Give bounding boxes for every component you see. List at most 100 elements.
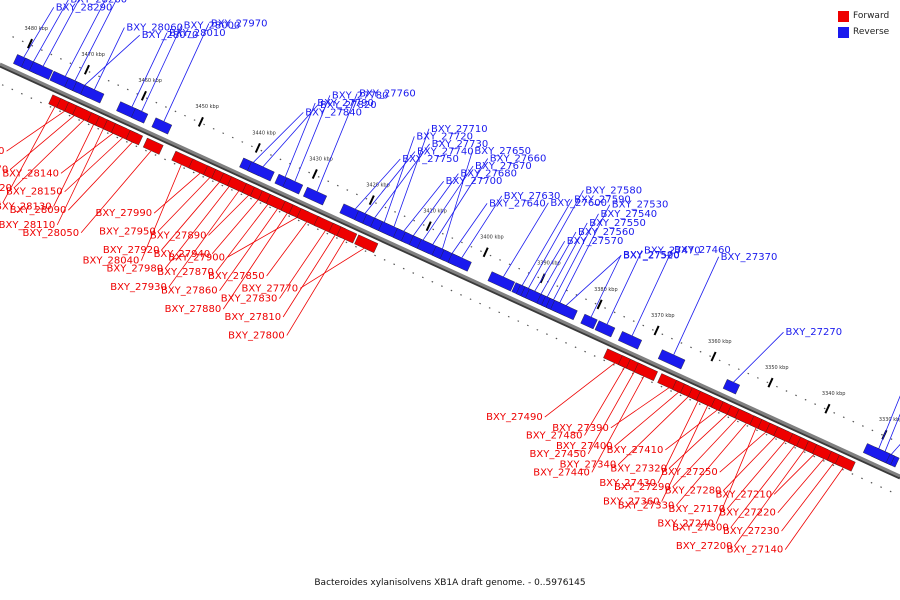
legend: Forward Reverse <box>838 8 889 40</box>
gene-leader <box>610 387 670 429</box>
gene-leader <box>316 93 358 192</box>
gene-leader <box>777 458 825 513</box>
gene-leader <box>266 221 307 277</box>
gene-label: BXY_28120 <box>0 183 12 194</box>
gene-leader <box>226 217 298 258</box>
tick-mark <box>254 142 261 153</box>
tick-mark <box>83 64 90 75</box>
gene-leader <box>23 7 55 58</box>
gene-leader <box>590 254 622 318</box>
gene-label: BXY_28130 <box>0 201 52 212</box>
gene-arrow <box>487 271 516 292</box>
gene-label: BXY_27170 <box>668 504 725 515</box>
gene-leader <box>673 256 720 355</box>
gene-label: BXY_27860 <box>161 286 218 297</box>
tick-mark <box>824 403 831 414</box>
gene-label: BXY_27850 <box>208 271 265 282</box>
gene-leader <box>614 391 679 447</box>
gene-leader <box>6 110 65 152</box>
gene-label: BXY_28090 <box>10 205 67 216</box>
gene-leader <box>164 186 230 269</box>
gene-leader <box>617 396 689 465</box>
gene-label: BXY_27490 <box>486 412 543 423</box>
gene-leader <box>584 367 625 436</box>
tick-mark <box>140 90 147 101</box>
gene-label: BXY_27300 <box>672 522 729 533</box>
gene-label: BXY_28180 <box>0 198 1 209</box>
gene-label: BXY_27340 <box>560 460 617 471</box>
tick-label: 3420 kbp <box>366 182 390 188</box>
gene-leader <box>773 454 815 495</box>
gene-label: BXY_27700 <box>446 176 503 187</box>
gene-label: BXY_27930 <box>110 282 167 293</box>
gene-leader <box>559 204 611 303</box>
gene-label: BXY_27970 <box>211 18 268 29</box>
tick-mark <box>27 38 33 49</box>
tick-label: 3480 kbp <box>24 26 48 32</box>
gene-label: BXY_27800 <box>228 330 285 341</box>
gene-leader <box>884 413 900 452</box>
gene-arrow <box>29 61 54 80</box>
gene-arrow <box>594 320 616 338</box>
gene-label: BXY_27250 <box>661 467 718 478</box>
gene-label: BXY_27450 <box>530 449 587 460</box>
gene-leader <box>528 190 584 289</box>
gene-leader <box>546 222 588 298</box>
gene-label: BXY_27210 <box>716 489 773 500</box>
gene-label: BXY_27550 <box>589 218 646 229</box>
gene-leader <box>781 462 834 532</box>
gene-label: BXY_28150 <box>6 187 63 198</box>
gene-label: BXY_27920 <box>103 245 160 256</box>
tick-label: 3360 kbp <box>708 339 732 345</box>
gene-leader <box>253 112 304 163</box>
gene-label: BXY_27370 <box>721 252 778 263</box>
backbone-shadow <box>0 64 900 480</box>
gene-label: BXY_28040 <box>83 256 140 267</box>
gene-leader <box>153 172 201 214</box>
gene-arrow <box>633 362 658 382</box>
gene-leader <box>286 239 346 336</box>
gene-leader <box>208 195 249 236</box>
tick-mark <box>596 299 603 310</box>
gene-arrow <box>862 443 891 464</box>
gene-leader <box>733 331 784 383</box>
tick-mark <box>482 247 489 258</box>
gene-leader <box>730 445 796 528</box>
gene-leader <box>299 247 365 289</box>
gene-label: BXY_27400 <box>556 441 613 452</box>
gene-leader <box>211 199 259 255</box>
gene-label: BXY_28010 <box>169 28 226 39</box>
gene-label: BXY_28110 <box>0 220 55 231</box>
gene-leader <box>364 151 416 214</box>
gene-label: BXY_27730 <box>432 139 489 150</box>
gene-label: BXY_27650 <box>474 146 531 157</box>
gene-label: BXY_28050 <box>22 228 79 239</box>
gene-arrow <box>282 177 304 195</box>
reverse-swatch <box>838 26 849 38</box>
gene-label: BXY_27890 <box>150 230 207 241</box>
tick-mark <box>710 351 717 362</box>
gene-leader <box>715 427 757 524</box>
gene-leader <box>42 0 80 67</box>
gene-arrow <box>302 186 328 206</box>
gene-label: BXY_27220 <box>719 508 776 519</box>
gene-leader <box>64 0 106 77</box>
gene-label: BXY_27230 <box>723 526 780 537</box>
gene-leader <box>2 106 56 203</box>
gene-leader <box>878 395 900 449</box>
gene-leader <box>723 436 776 491</box>
gene-arrow <box>130 108 149 124</box>
gene-leader <box>676 423 747 506</box>
gene-arrow <box>447 253 472 272</box>
tick-mark <box>197 116 204 127</box>
gene-arrow <box>80 84 105 104</box>
gene-leader <box>282 234 336 318</box>
gene-leader <box>163 23 210 122</box>
gene-label: BXY_27430 <box>599 478 656 489</box>
tick-label: 3330 kbp <box>879 417 900 423</box>
gene-label: BXY_28140 <box>2 168 59 179</box>
gene-leader <box>606 250 643 325</box>
gene-leader <box>60 132 114 174</box>
gene-label: BXY_27530 <box>612 200 669 211</box>
gene-leader <box>413 173 459 236</box>
